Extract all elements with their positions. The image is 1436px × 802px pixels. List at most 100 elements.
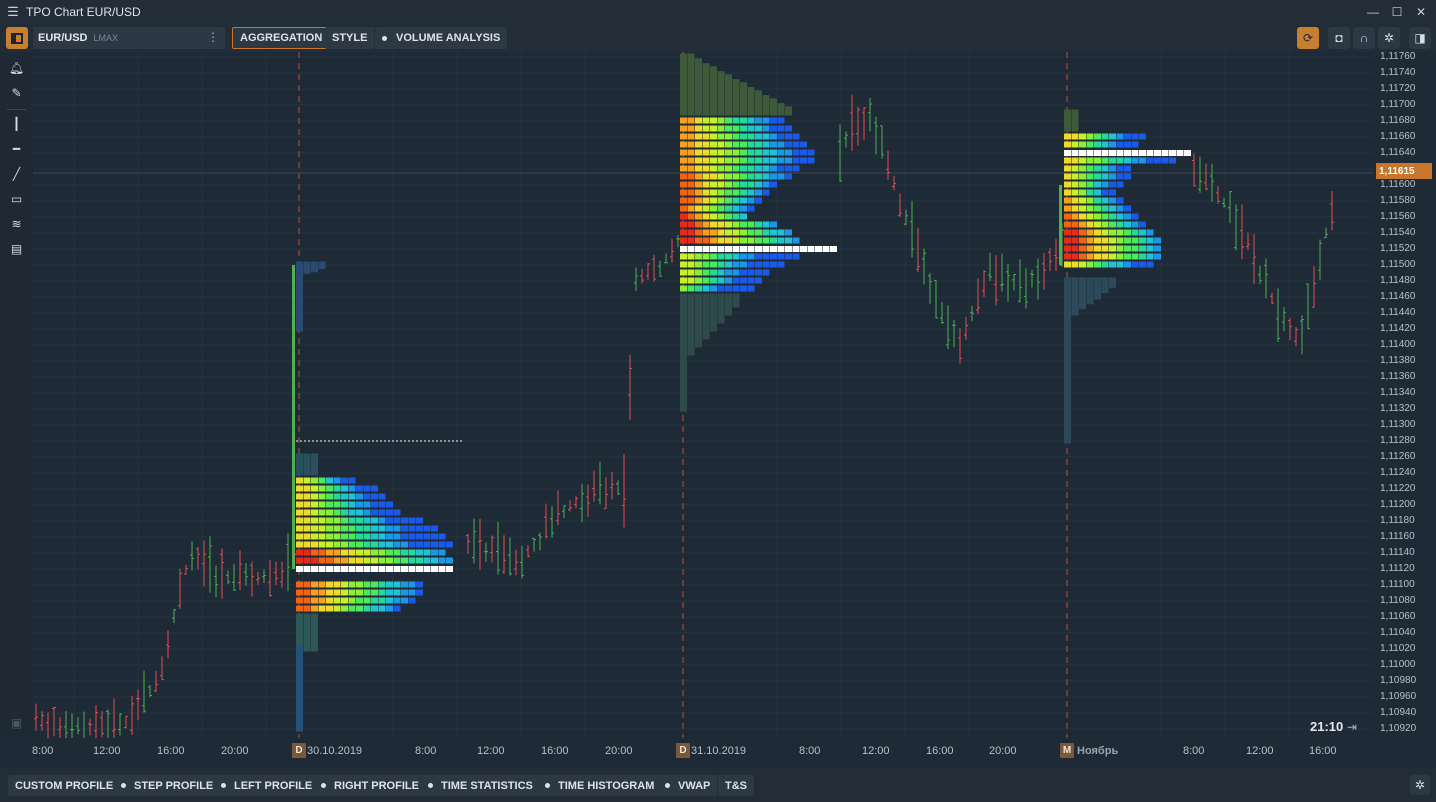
tpo-cell — [740, 189, 747, 196]
tpo-cell — [1064, 173, 1071, 180]
gear-icon[interactable]: ✲ — [1410, 775, 1430, 795]
horizontal-line-icon[interactable]: ━ — [12, 141, 21, 156]
right-profile-button[interactable]: RIGHT PROFILE — [314, 775, 426, 796]
fibonacci-icon[interactable]: ≋ — [11, 216, 22, 231]
tpo-cell — [1131, 141, 1139, 148]
tpo-cell — [717, 125, 725, 132]
tpo-cell — [1079, 213, 1086, 220]
price-axis[interactable]: 1,11760 1,11740 1,11720 1,11700 1,11680 1,116… — [1373, 51, 1436, 738]
sidebar-toggle-icon[interactable] — [6, 27, 28, 49]
tpo-cell — [687, 349, 695, 356]
tpo-cell — [800, 141, 807, 148]
tpo-cell — [371, 597, 378, 604]
lock-icon[interactable]: ▣ — [10, 715, 23, 730]
mouse-icon[interactable]: ◘ — [1328, 27, 1350, 49]
vwap-button[interactable]: VWAP — [658, 775, 718, 796]
aggregation-button[interactable]: AGGREGATION — [232, 27, 331, 49]
vertical-line-icon[interactable]: ┃ — [12, 116, 21, 131]
tpo-cell — [755, 149, 762, 156]
tpo-cell — [710, 125, 717, 132]
tpo-cell — [356, 605, 363, 612]
tpo-cell — [695, 109, 702, 116]
time-statistics-button[interactable]: TIME STATISTICS — [421, 775, 540, 796]
bell-icon[interactable]: 🔔︎ — [8, 60, 25, 75]
hamburger-menu-icon[interactable]: ☰ — [7, 4, 19, 19]
tpo-cell — [1079, 181, 1086, 188]
tpo-cell — [755, 173, 762, 180]
pencil-icon[interactable]: ✎ — [11, 85, 22, 100]
tpo-cell — [680, 253, 687, 260]
tpo-cell — [303, 533, 311, 540]
time-label: 8:00 — [799, 745, 821, 757]
poc-cell — [800, 246, 807, 252]
magnet-icon[interactable]: ∩ — [1353, 27, 1375, 49]
tpo-cell — [1101, 205, 1109, 212]
tpo-cell — [363, 517, 371, 524]
tpo-cell — [393, 517, 401, 524]
session-marker[interactable]: D — [292, 743, 306, 758]
tpo-cell — [785, 173, 792, 180]
tpo-cell — [326, 557, 333, 564]
chart-canvas[interactable] — [33, 52, 1373, 738]
time-axis[interactable] — [0, 738, 1436, 768]
tpo-cell — [702, 253, 710, 260]
price-label: 1,11080 — [1380, 595, 1416, 606]
step-profile-button[interactable]: STEP PROFILE — [114, 775, 221, 796]
tpo-cell — [371, 557, 378, 564]
tpo-cell — [1109, 237, 1116, 244]
tpo-cell — [770, 141, 777, 148]
maximize-icon[interactable]: ☐ — [1391, 5, 1403, 19]
template-icon[interactable]: ▤ — [10, 241, 23, 256]
tpo-cell — [371, 541, 378, 548]
tpo-cell — [341, 509, 348, 516]
gear-icon[interactable]: ✲ — [1378, 27, 1400, 49]
tpo-chart-svg[interactable] — [33, 52, 1373, 738]
volume-analysis-button[interactable]: VOLUME ANALYSIS — [375, 27, 508, 49]
tpo-cell — [762, 261, 770, 268]
tpo-cell — [1116, 229, 1124, 236]
style-button[interactable]: STYLE — [325, 27, 375, 49]
time-histogram-button[interactable]: TIME HISTOGRAM — [538, 775, 662, 796]
tpo-cell — [326, 605, 333, 612]
price-label: 1,11220 — [1380, 483, 1416, 494]
session-marker[interactable]: M — [1060, 743, 1074, 758]
left-profile-button[interactable]: LEFT PROFILE — [214, 775, 320, 796]
trend-line-icon[interactable]: ╱ — [12, 166, 21, 181]
replay-icon[interactable]: ⟳ — [1297, 27, 1319, 49]
tpo-cell — [785, 165, 792, 172]
rectangle-icon[interactable]: ▭ — [10, 191, 23, 206]
tpo-cell — [755, 133, 762, 140]
tpo-cell — [710, 197, 717, 204]
tpo-cell — [747, 237, 755, 244]
tpo-cell — [725, 197, 732, 204]
symbol-selector[interactable]: EUR/USD LMAX ⋮ — [33, 27, 225, 49]
exchange-name: LMAX — [93, 33, 119, 43]
tpo-cell — [732, 261, 740, 268]
minimize-icon[interactable]: — — [1367, 5, 1379, 19]
tpo-cell — [687, 277, 695, 284]
tpo-cell — [762, 125, 770, 132]
tpo-cell — [296, 509, 303, 516]
poc-cell — [1184, 150, 1191, 156]
tpo-cell — [755, 277, 762, 284]
tpo-cell — [311, 605, 318, 612]
tpo-cell — [311, 266, 318, 273]
scroll-to-end-icon[interactable]: ⇥ — [1346, 720, 1357, 734]
tpo-cell — [702, 285, 710, 292]
poc-cell — [416, 566, 423, 572]
time-label: 12:00 — [1246, 745, 1274, 757]
tpo-cell — [386, 541, 393, 548]
tpo-cell — [740, 205, 747, 212]
close-icon[interactable]: ✕ — [1415, 5, 1427, 19]
tpo-cell — [1086, 245, 1094, 252]
tpo-cell — [341, 533, 348, 540]
tpo-cell — [1094, 229, 1101, 236]
time-label: 12:00 — [862, 745, 890, 757]
more-options-icon[interactable]: ⋮ — [207, 30, 219, 44]
tpo-cell — [777, 157, 785, 164]
session-marker[interactable]: D — [676, 743, 690, 758]
custom-profile-button[interactable]: CUSTOM PROFILE — [8, 775, 121, 796]
tpo-cell — [755, 221, 762, 228]
ts-button[interactable]: T&S — [718, 775, 754, 796]
panel-icon[interactable]: ◨ — [1409, 27, 1431, 49]
